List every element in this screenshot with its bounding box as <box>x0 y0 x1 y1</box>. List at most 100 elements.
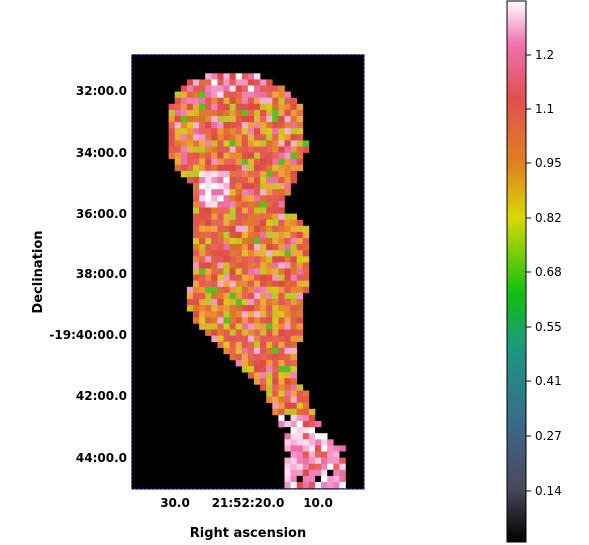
heatmap-cell <box>278 353 285 361</box>
heatmap-cell <box>217 177 224 184</box>
minor-tick <box>363 337 365 339</box>
heatmap-cell <box>339 451 346 458</box>
minor-tick <box>131 241 133 243</box>
minor-tick <box>131 469 133 471</box>
heatmap-cell <box>229 183 236 190</box>
heatmap-cell <box>327 457 334 464</box>
minor-tick <box>131 269 133 271</box>
heatmap-cell <box>296 225 304 233</box>
heatmap-cell <box>223 299 230 306</box>
heatmap-cell <box>302 274 310 281</box>
heatmap-cell <box>254 299 261 306</box>
heatmap-cell <box>235 299 243 306</box>
heatmap-cell <box>260 103 267 111</box>
minor-tick <box>363 241 365 243</box>
heatmap-cell <box>290 231 297 239</box>
heatmap-cell <box>217 256 224 263</box>
heatmap-cell <box>321 469 328 477</box>
heatmap-cell <box>168 103 175 111</box>
minor-tick <box>131 221 133 223</box>
minor-tick <box>310 54 312 56</box>
heatmap-cell <box>193 286 200 294</box>
heatmap-cell <box>247 311 255 318</box>
heatmap-cell <box>266 366 273 373</box>
heatmap-cell <box>272 286 279 294</box>
heatmap-cell <box>205 170 212 178</box>
heatmap-cell <box>260 335 267 342</box>
heatmap-cell <box>266 146 273 153</box>
heatmap-cell <box>266 262 273 269</box>
heatmap-cell <box>241 219 249 227</box>
minor-tick <box>131 473 133 475</box>
minor-tick <box>131 277 133 279</box>
minor-tick <box>363 93 365 95</box>
minor-tick <box>363 341 365 343</box>
heatmap-cell <box>247 256 255 263</box>
heatmap-cell <box>235 323 243 330</box>
heatmap-cell <box>229 280 236 288</box>
heatmap-cell <box>241 299 249 306</box>
heatmap-cell <box>217 292 224 300</box>
minor-tick <box>363 421 365 423</box>
heatmap-cell <box>217 244 224 251</box>
heatmap-cell <box>241 164 249 172</box>
heatmap-cell <box>205 213 212 220</box>
heatmap-cell <box>247 366 255 373</box>
heatmap-cell <box>272 177 279 184</box>
minor-tick <box>131 261 133 263</box>
heatmap-cell <box>278 299 285 306</box>
heatmap-cell <box>302 262 310 269</box>
heatmap-cell <box>290 427 297 434</box>
minor-tick <box>363 73 365 75</box>
minor-tick <box>363 181 365 183</box>
heatmap-cell <box>174 122 182 129</box>
heatmap-cell <box>241 195 249 202</box>
heatmap-cell <box>241 152 249 159</box>
heatmap-cell <box>290 347 297 355</box>
heatmap-cell <box>254 280 261 288</box>
heatmap-cell <box>272 109 279 117</box>
minor-tick <box>138 488 140 490</box>
heatmap-cell <box>284 299 291 306</box>
heatmap-cell <box>241 201 249 208</box>
heatmap-cell <box>199 195 206 202</box>
minor-tick <box>363 225 365 227</box>
heatmap-cell <box>296 305 304 312</box>
heatmap-cell <box>193 183 200 190</box>
heatmap-cell <box>217 183 224 190</box>
heatmap-cell <box>186 85 194 92</box>
heatmap-cell <box>290 445 297 452</box>
heatmap-cell <box>284 457 291 464</box>
heatmap-cell <box>241 189 249 196</box>
heatmap-cell <box>284 238 291 245</box>
heatmap-cell <box>247 317 255 324</box>
heatmap-cell <box>254 305 261 312</box>
heatmap-cell <box>284 280 291 288</box>
heatmap-cell <box>284 433 291 440</box>
minor-tick <box>363 433 365 435</box>
heatmap-cell <box>266 122 273 129</box>
minor-tick <box>178 54 180 56</box>
heatmap-cell <box>260 219 267 227</box>
heatmap-cell <box>284 116 291 123</box>
minor-tick <box>131 137 133 139</box>
heatmap-cell <box>254 183 261 190</box>
heatmap-cell <box>241 244 249 251</box>
minor-tick <box>131 449 133 451</box>
heatmap-cell <box>205 225 212 233</box>
heatmap-cell <box>247 152 255 159</box>
heatmap-cell <box>247 134 255 141</box>
heatmap-cell <box>223 286 230 294</box>
minor-tick <box>363 145 365 147</box>
heatmap-cell <box>199 109 206 117</box>
heatmap-cell <box>272 268 279 275</box>
heatmap-cell <box>217 134 224 141</box>
heatmap-cell <box>241 335 249 342</box>
heatmap-cell <box>284 402 291 410</box>
minor-tick <box>131 421 133 423</box>
minor-tick <box>350 488 352 490</box>
heatmap-cell <box>174 140 182 147</box>
minor-tick <box>363 293 365 295</box>
heatmap-cell <box>272 97 279 105</box>
heatmap-cell <box>278 372 285 379</box>
